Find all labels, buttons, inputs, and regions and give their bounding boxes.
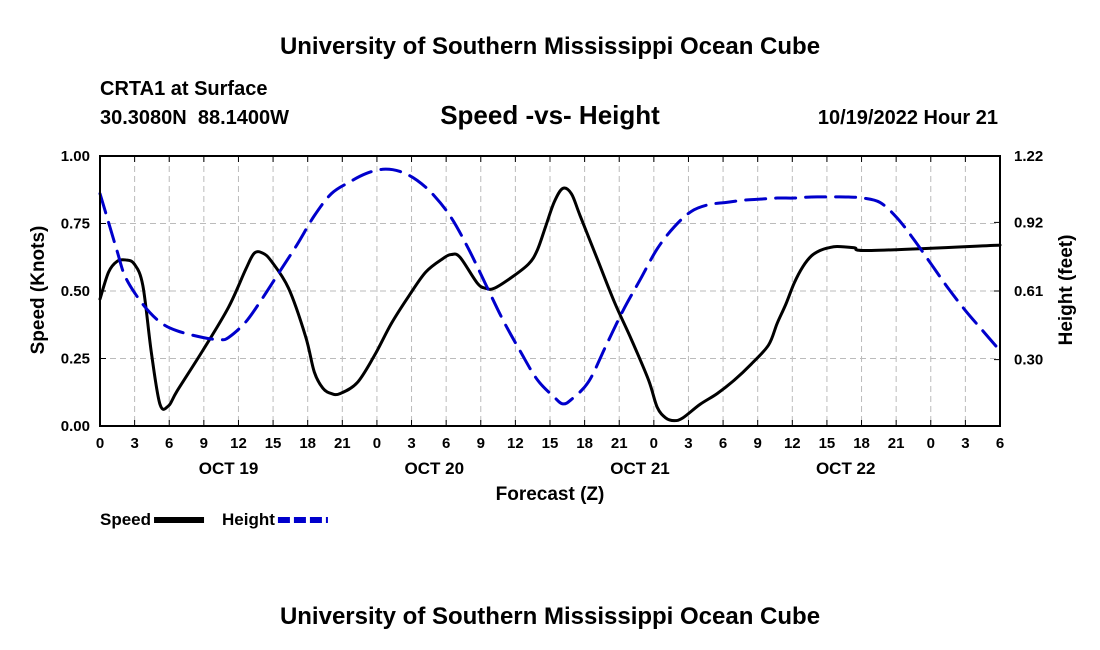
plot-frame bbox=[99, 155, 1001, 427]
x-tick-label: 9 bbox=[754, 435, 762, 452]
x-tick-label: 0 bbox=[96, 435, 104, 452]
x-tick-label: 0 bbox=[650, 435, 658, 452]
legend-label-speed: Speed bbox=[100, 510, 151, 529]
y-tick-label: 0.75 bbox=[61, 216, 90, 233]
x-tick-label: 21 bbox=[334, 435, 351, 452]
y-tick-label: 1.00 bbox=[61, 148, 90, 165]
y2-axis-label: Height (feet) bbox=[1056, 235, 1077, 346]
y-axis-label: Speed (Knots) bbox=[28, 226, 49, 355]
x-tick-label: 15 bbox=[542, 435, 559, 452]
chart-title: Speed -vs- Height bbox=[440, 100, 660, 130]
y-tick-label: 0.00 bbox=[61, 418, 90, 435]
x-tick-label: 6 bbox=[996, 435, 1004, 452]
x-tick-label: 21 bbox=[611, 435, 628, 452]
coordinates-label: 30.3080N 88.1400W bbox=[100, 107, 289, 129]
y2-tick-label: 0.61 bbox=[1014, 283, 1043, 300]
x-tick-label: 18 bbox=[299, 435, 316, 452]
series-line-speed bbox=[98, 186, 1002, 423]
x-tick-label: 18 bbox=[576, 435, 593, 452]
x-tick-label: 6 bbox=[165, 435, 173, 452]
x-tick-label: 3 bbox=[130, 435, 138, 452]
date-label: OCT 22 bbox=[816, 459, 876, 478]
x-tick-label: 6 bbox=[719, 435, 727, 452]
y2-tick-label: 0.30 bbox=[1014, 352, 1043, 369]
x-tick-label: 15 bbox=[819, 435, 836, 452]
date-label: OCT 19 bbox=[199, 459, 259, 478]
x-tick-label: 15 bbox=[265, 435, 282, 452]
report-title: University of Southern Mississippi Ocean… bbox=[280, 33, 820, 60]
y2-tick-label: 1.22 bbox=[1014, 148, 1043, 165]
x-tick-label: 12 bbox=[784, 435, 801, 452]
series-lines bbox=[98, 167, 1002, 423]
x-tick-label: 21 bbox=[888, 435, 905, 452]
date-label: OCT 21 bbox=[610, 459, 670, 478]
forecast-datetime: 10/19/2022 Hour 21 bbox=[818, 107, 998, 129]
series-line-height bbox=[98, 167, 1002, 406]
x-axis-label: Forecast (Z) bbox=[496, 484, 605, 505]
x-tick-label: 0 bbox=[927, 435, 935, 452]
station-label: CRTA1 at Surface bbox=[100, 78, 267, 100]
axis-ticks: 0 3 6 9 12 15 18 21 0 3 6 9 12 15 18 21 0 3 6 9 12 15 18 21 0 3 6 O… bbox=[61, 148, 1043, 478]
x-tick-label: 3 bbox=[407, 435, 415, 452]
x-tick-label: 9 bbox=[477, 435, 485, 452]
x-tick-label: 3 bbox=[961, 435, 969, 452]
grid bbox=[100, 156, 1000, 426]
x-tick-label: 0 bbox=[373, 435, 381, 452]
x-tick-label: 12 bbox=[230, 435, 247, 452]
x-tick-label: 3 bbox=[684, 435, 692, 452]
y-tick-label: 0.25 bbox=[61, 351, 90, 368]
legend: Speed Height bbox=[100, 510, 328, 529]
x-tick-label: 12 bbox=[507, 435, 524, 452]
x-tick-label: 6 bbox=[442, 435, 450, 452]
x-tick-label: 9 bbox=[200, 435, 208, 452]
footer-title: University of Southern Mississippi Ocean… bbox=[280, 603, 820, 630]
y2-tick-label: 0.92 bbox=[1014, 214, 1043, 231]
date-label: OCT 20 bbox=[405, 459, 465, 478]
x-tick-label: 18 bbox=[853, 435, 870, 452]
y-tick-label: 0.50 bbox=[61, 283, 90, 300]
legend-label-height: Height bbox=[222, 510, 275, 529]
